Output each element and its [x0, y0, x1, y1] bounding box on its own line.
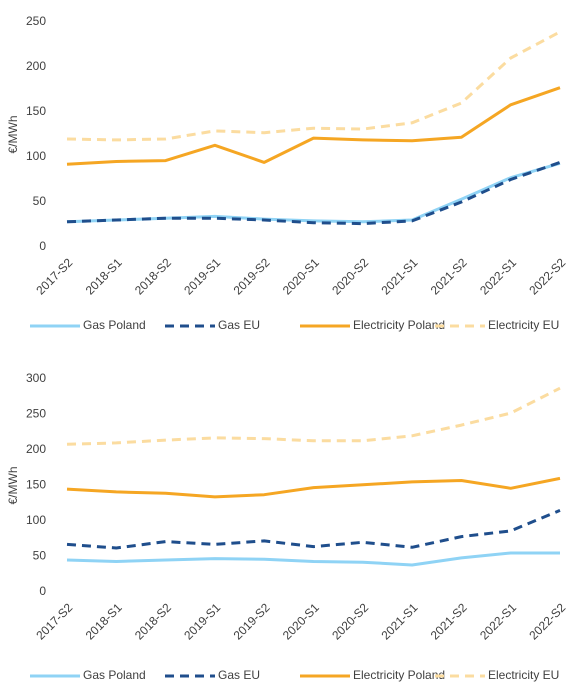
y-tick-label: 150 [26, 104, 46, 118]
y-tick-label: 200 [26, 442, 46, 456]
series-line [66, 476, 561, 499]
legend-label: Gas Poland [83, 318, 146, 332]
x-tick-label: 2018-S1 [83, 600, 125, 642]
legend-label: Electricity Poland [353, 668, 445, 682]
legend-label: Electricity Poland [353, 318, 445, 332]
x-tick-label: 2021-S2 [428, 255, 470, 297]
x-tick-label: 2022-S2 [526, 600, 568, 642]
series-line [66, 30, 561, 142]
y-axis-title: €/MWh [6, 115, 20, 153]
y-tick-label: 0 [39, 239, 46, 253]
series-line [66, 86, 561, 166]
legend-label: Gas Poland [83, 668, 146, 682]
x-tick-label: 2019-S1 [181, 255, 223, 297]
y-tick-label: 200 [26, 59, 46, 73]
x-tick-label: 2017-S2 [33, 600, 75, 642]
x-tick-label: 2018-S2 [132, 255, 174, 297]
x-tick-label: 2022-S1 [477, 600, 519, 642]
y-tick-label: 250 [26, 407, 46, 421]
x-tick-label: 2021-S2 [428, 600, 470, 642]
x-tick-label: 2021-S1 [378, 600, 420, 642]
x-tick-label: 2021-S1 [378, 255, 420, 297]
series-line [66, 551, 560, 567]
y-tick-label: 150 [26, 478, 46, 492]
y-axis-title: €/MWh [6, 466, 20, 504]
series-line [66, 386, 561, 446]
x-tick-label: 2018-S1 [83, 255, 125, 297]
y-tick-label: 300 [26, 371, 46, 385]
legend-label: Electricity EU [488, 668, 559, 682]
x-tick-label: 2019-S2 [231, 600, 273, 642]
x-tick-label: 2017-S2 [33, 255, 75, 297]
y-tick-label: 0 [39, 584, 46, 598]
x-tick-label: 2020-S1 [280, 600, 322, 642]
x-tick-label: 2019-S1 [181, 600, 223, 642]
y-tick-label: 50 [33, 194, 47, 208]
y-tick-label: 250 [26, 14, 46, 28]
series-line [66, 161, 561, 224]
legend-label: Gas EU [218, 318, 260, 332]
series-line [66, 509, 561, 550]
x-tick-label: 2020-S1 [280, 255, 322, 297]
x-tick-label: 2020-S2 [329, 255, 371, 297]
y-tick-label: 100 [26, 513, 46, 527]
series-line [66, 160, 561, 226]
y-tick-label: 100 [26, 149, 46, 163]
legend-label: Gas EU [218, 668, 260, 682]
x-tick-label: 2020-S2 [329, 600, 371, 642]
legend-label: Electricity EU [488, 318, 559, 332]
x-tick-label: 2022-S1 [477, 255, 519, 297]
x-tick-label: 2018-S2 [132, 600, 174, 642]
y-tick-label: 50 [33, 549, 47, 563]
x-tick-label: 2022-S2 [526, 255, 568, 297]
x-tick-label: 2019-S2 [231, 255, 273, 297]
